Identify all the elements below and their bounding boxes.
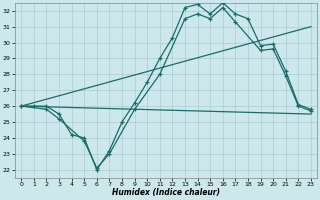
X-axis label: Humidex (Indice chaleur): Humidex (Indice chaleur) <box>112 188 220 197</box>
